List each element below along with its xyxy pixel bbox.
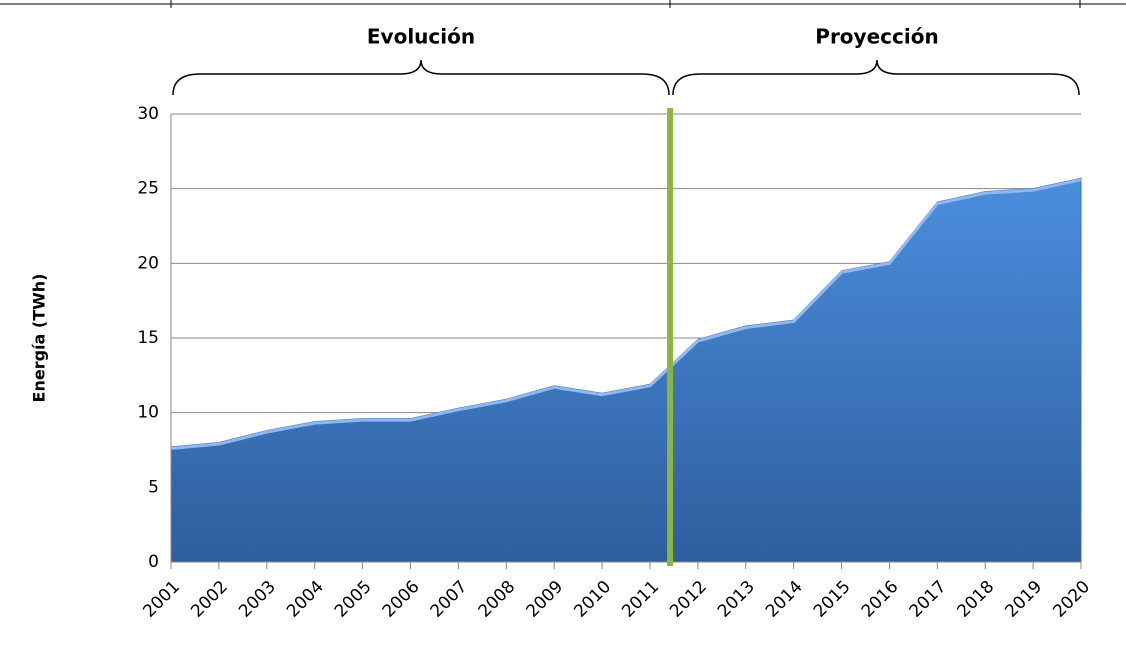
x-tick-label: 2005	[331, 577, 376, 622]
x-tick-label: 2020	[1049, 577, 1094, 622]
x-tick-label: 2001	[139, 577, 184, 622]
x-tick-label: 2006	[379, 577, 424, 622]
area-edge	[170, 178, 1082, 451]
x-tick-label: 2002	[187, 577, 232, 622]
y-tick-label: 15	[137, 328, 159, 348]
x-tick-label: 2004	[283, 577, 328, 622]
annotation: Evolución	[367, 25, 475, 49]
x-tick-label: 2019	[1001, 577, 1046, 622]
y-tick-label: 10	[137, 403, 159, 423]
annotation: Proyección	[815, 25, 938, 49]
y-axis-label: Energía (TWh)	[30, 274, 49, 403]
x-tick-label: 2015	[810, 577, 855, 622]
x-tick-label: 2010	[570, 577, 615, 622]
x-tick-label: 2013	[714, 577, 759, 622]
x-tick-label: 2016	[858, 577, 903, 622]
brace	[672, 59, 1080, 96]
x-tick-label: 2017	[906, 577, 951, 622]
x-tick-label: 2018	[954, 577, 999, 622]
x-tick-label: 2007	[427, 577, 472, 622]
y-tick-label: 30	[137, 104, 159, 124]
x-tick-label: 2012	[666, 577, 711, 622]
x-tick-label: 2011	[618, 577, 663, 622]
y-tick-label: 5	[148, 477, 159, 497]
x-tick-label: 2008	[475, 577, 520, 622]
y-tick-label: 25	[137, 179, 159, 199]
brace	[172, 59, 670, 96]
y-tick-label: 0	[148, 552, 159, 572]
area	[170, 177, 1082, 563]
y-tick-label: 20	[137, 253, 159, 273]
x-tick-label: 2009	[522, 577, 567, 622]
x-tick-label: 2003	[235, 577, 280, 622]
frame	[0, 0, 1126, 8]
x-tick-label: 2014	[762, 577, 807, 622]
